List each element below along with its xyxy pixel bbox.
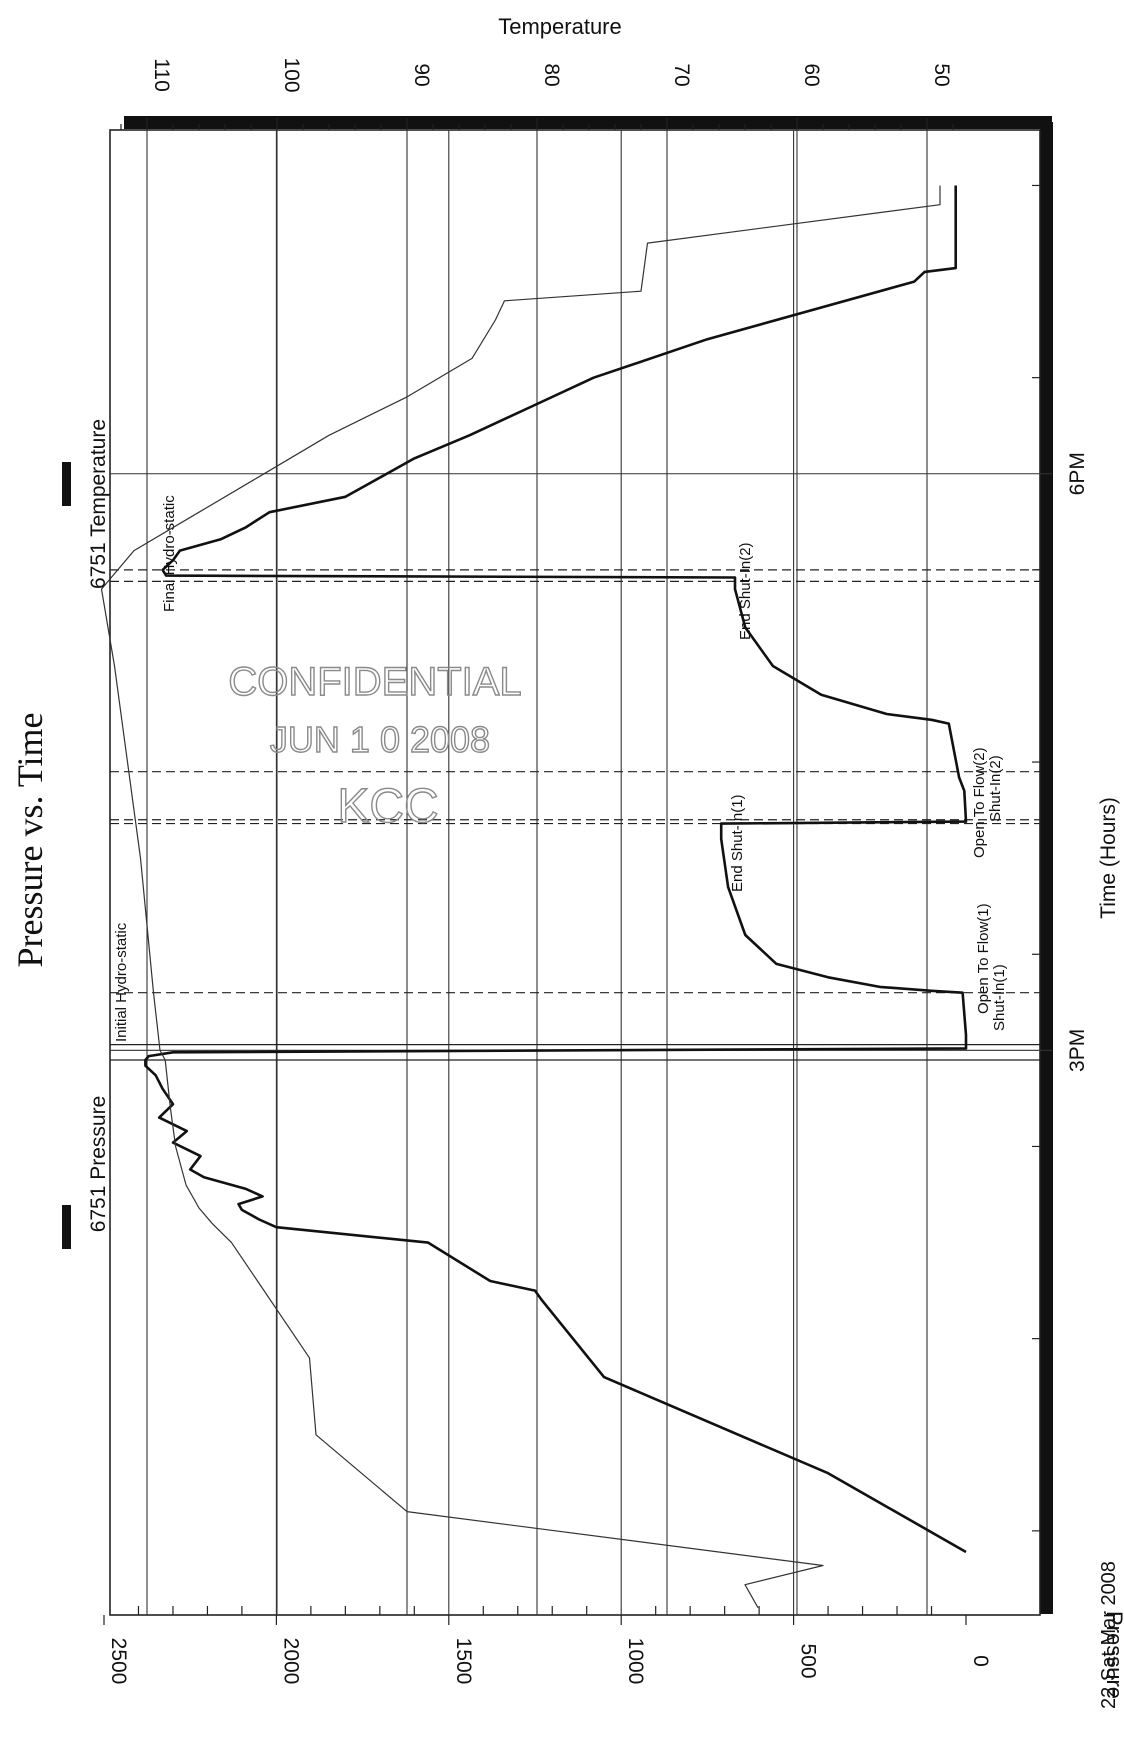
legend-swatch-pressure <box>62 1205 71 1249</box>
stamp-line-3: KCC <box>337 780 438 833</box>
date-label: 22 Sat Mar 2008 <box>1098 1561 1120 1709</box>
event-label: Open To Flow(1) <box>975 903 992 1014</box>
legend-label-pressure: 6751 Pressure <box>87 1096 110 1233</box>
temperature-tick-label: 100 <box>280 57 303 92</box>
legend-swatch-temperature <box>62 462 71 506</box>
event-label: Initial Hydro-static <box>113 922 130 1042</box>
plot-border <box>109 129 1041 1616</box>
legend-item-temperature: 6751 Temperature <box>62 419 110 589</box>
pressure-tick-label: 1500 <box>452 1638 475 1685</box>
confidential-stamp: CONFIDENTIAL JUN 1 0 2008 KCC <box>228 659 523 833</box>
temperature-tick-label: 50 <box>930 63 953 86</box>
temperature-tick-label: 60 <box>800 63 823 86</box>
pressure-tick-label: 2000 <box>279 1638 302 1685</box>
temperature-axis-bar <box>124 116 1052 129</box>
y2-axis-label: Temperature <box>498 14 622 39</box>
event-label: End Shut-In(1) <box>729 794 746 892</box>
event-label: Open To Flow(2) <box>971 747 988 858</box>
time-axis-bar <box>1040 122 1053 1614</box>
pressure-tick-label: 1000 <box>624 1638 647 1685</box>
stamp-line-2: JUN 1 0 2008 <box>270 719 490 760</box>
temperature-series-line <box>100 185 941 1608</box>
pressure-tick-label: 2500 <box>107 1638 130 1685</box>
legend-item-pressure: 6751 Pressure <box>62 1096 110 1249</box>
x-axis-label: Time (Hours) <box>1097 797 1120 919</box>
pressure-series-line <box>144 185 968 1554</box>
stamp-line-1: CONFIDENTIAL <box>228 660 521 704</box>
temperature-tick-label: 110 <box>150 58 173 91</box>
temperature-tick-label: 70 <box>670 63 693 86</box>
time-tick-label: 6PM <box>1066 452 1089 495</box>
temperature-tick-label: 80 <box>540 63 563 86</box>
temperature-tick-label: 90 <box>410 63 433 86</box>
time-tick-label: 3PM <box>1066 1029 1089 1072</box>
plot-area: 0 500 1000 1500 2000 2500 50 60 70 80 90 100 110 3PM 6… <box>100 57 1089 1685</box>
chart-title: Pressure vs. Time <box>10 712 50 967</box>
legend-label-temperature: 6751 Temperature <box>87 419 110 589</box>
pressure-tick-label: 0 <box>969 1655 992 1667</box>
y-axis-label: Pressure <box>1102 1611 1124 1699</box>
event-label: Shut-In(2) <box>987 755 1004 822</box>
event-label: Final Hydro-static <box>161 495 178 612</box>
pressure-tick-label: 500 <box>797 1643 820 1678</box>
event-label: Shut-In(1) <box>991 964 1008 1031</box>
